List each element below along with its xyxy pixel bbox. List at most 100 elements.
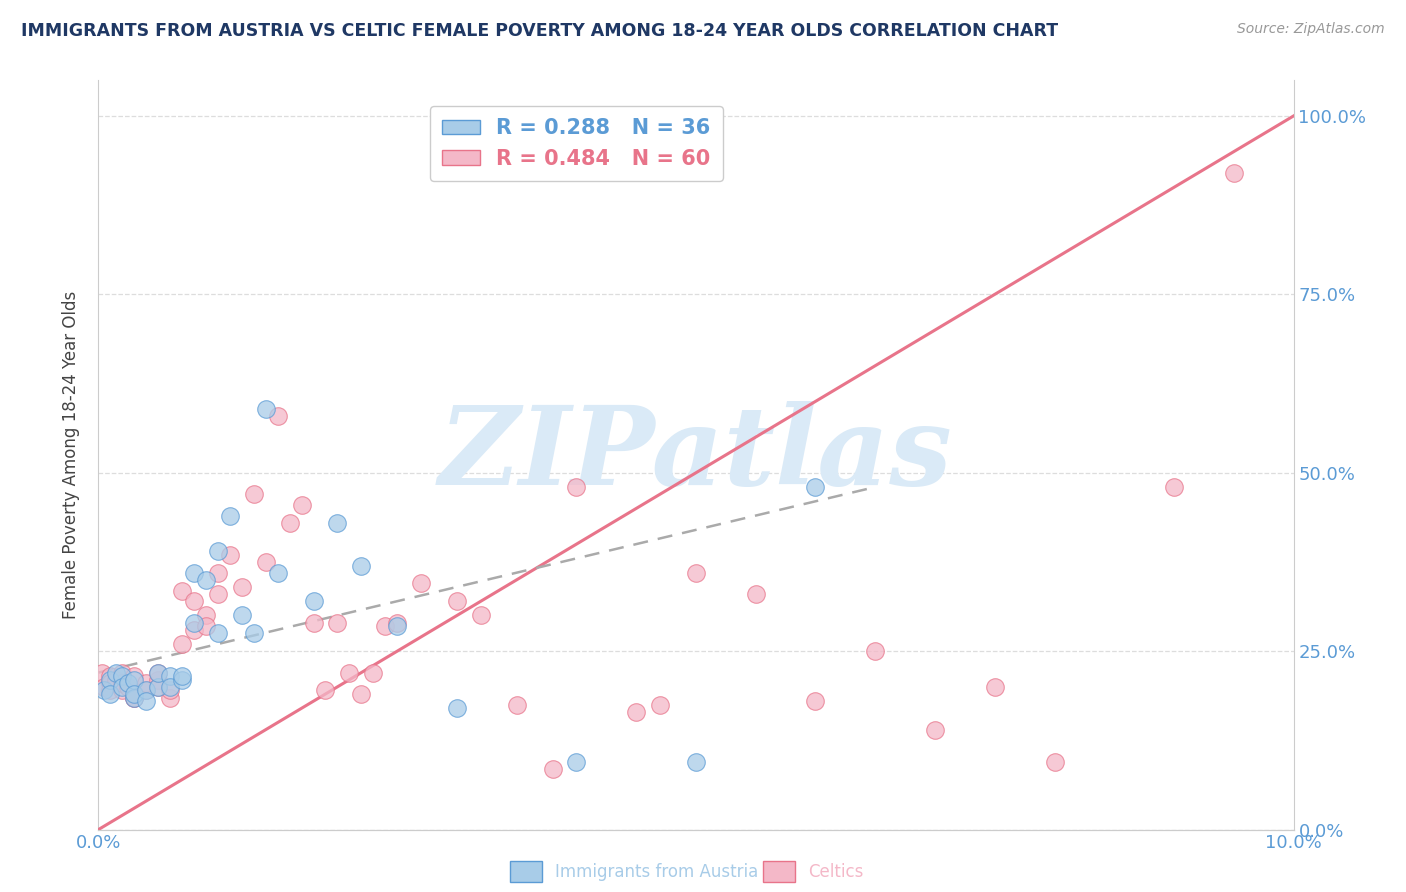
Point [865, 644, 887, 658]
Text: ZIPatlas: ZIPatlas [439, 401, 953, 508]
Point [195, 619, 218, 633]
Point [231, 608, 253, 623]
Point [135, 683, 157, 698]
Point [385, 615, 409, 630]
Point [111, 665, 134, 680]
Point [254, 401, 277, 416]
Point [135, 676, 157, 690]
Point [172, 673, 194, 687]
Point [984, 680, 1007, 694]
Point [98, 683, 122, 698]
Point [326, 516, 349, 530]
Point [98, 676, 122, 690]
Y-axis label: Female Poverty Among 18-24 Year Olds: Female Poverty Among 18-24 Year Olds [62, 291, 80, 619]
Point [148, 673, 170, 687]
Point [326, 615, 349, 630]
Point [98, 669, 122, 683]
Point [93, 680, 115, 694]
Point [117, 676, 139, 690]
Point [183, 615, 205, 630]
Text: Celtics: Celtics [808, 863, 863, 881]
Point [124, 669, 146, 683]
Point [207, 566, 229, 580]
Text: IMMIGRANTS FROM AUSTRIA VS CELTIC FEMALE POVERTY AMONG 18-24 YEAR OLDS CORRELATI: IMMIGRANTS FROM AUSTRIA VS CELTIC FEMALE… [21, 22, 1059, 40]
Point [1043, 755, 1066, 769]
Point [350, 687, 373, 701]
Point [207, 587, 229, 601]
Point [148, 680, 170, 694]
Point [219, 548, 242, 562]
Point [172, 583, 194, 598]
Point [267, 566, 290, 580]
Point [183, 623, 205, 637]
Point [148, 680, 170, 694]
Legend: R = 0.288   N = 36, R = 0.484   N = 60: R = 0.288 N = 36, R = 0.484 N = 60 [430, 105, 723, 181]
Point [124, 690, 146, 705]
Point [219, 508, 242, 523]
Point [159, 669, 181, 683]
Point [105, 673, 128, 687]
Point [111, 676, 134, 690]
Bar [510, 861, 541, 882]
Point [207, 544, 229, 558]
Point [446, 701, 468, 715]
Point [685, 755, 707, 769]
Point [243, 626, 266, 640]
Point [339, 665, 361, 680]
Point [506, 698, 529, 712]
Point [243, 487, 266, 501]
Point [124, 673, 146, 687]
Point [804, 694, 827, 708]
Point [93, 683, 115, 698]
Point [565, 755, 588, 769]
Point [374, 619, 396, 633]
Point [159, 683, 181, 698]
Point [541, 762, 564, 776]
Point [111, 683, 134, 698]
Point [385, 619, 409, 633]
Point [148, 665, 170, 680]
Point [195, 608, 218, 623]
Point [685, 566, 707, 580]
Point [470, 608, 492, 623]
Point [207, 626, 229, 640]
Point [98, 687, 122, 701]
Point [291, 498, 314, 512]
Point [565, 480, 588, 494]
Point [350, 558, 373, 573]
Point [302, 615, 325, 630]
Point [172, 637, 194, 651]
Point [745, 587, 768, 601]
Point [148, 665, 170, 680]
Text: Immigrants from Austria: Immigrants from Austria [555, 863, 759, 881]
Point [159, 690, 181, 705]
Point [804, 480, 827, 494]
Point [111, 669, 134, 683]
Point [183, 566, 205, 580]
Point [315, 683, 337, 698]
Point [117, 680, 139, 694]
Point [1223, 166, 1246, 180]
Point [363, 665, 385, 680]
Point [135, 694, 157, 708]
Point [195, 573, 218, 587]
Point [650, 698, 672, 712]
Point [626, 705, 648, 719]
Point [91, 665, 114, 680]
Bar [763, 861, 794, 882]
Point [411, 576, 433, 591]
Point [124, 687, 146, 701]
Point [278, 516, 301, 530]
Point [1163, 480, 1185, 494]
Point [124, 690, 146, 705]
Text: Source: ZipAtlas.com: Source: ZipAtlas.com [1237, 22, 1385, 37]
Point [446, 594, 468, 608]
Point [254, 555, 277, 569]
Point [267, 409, 290, 423]
Point [172, 669, 194, 683]
Point [302, 594, 325, 608]
Point [105, 665, 128, 680]
Point [183, 594, 205, 608]
Point [159, 680, 181, 694]
Point [111, 680, 134, 694]
